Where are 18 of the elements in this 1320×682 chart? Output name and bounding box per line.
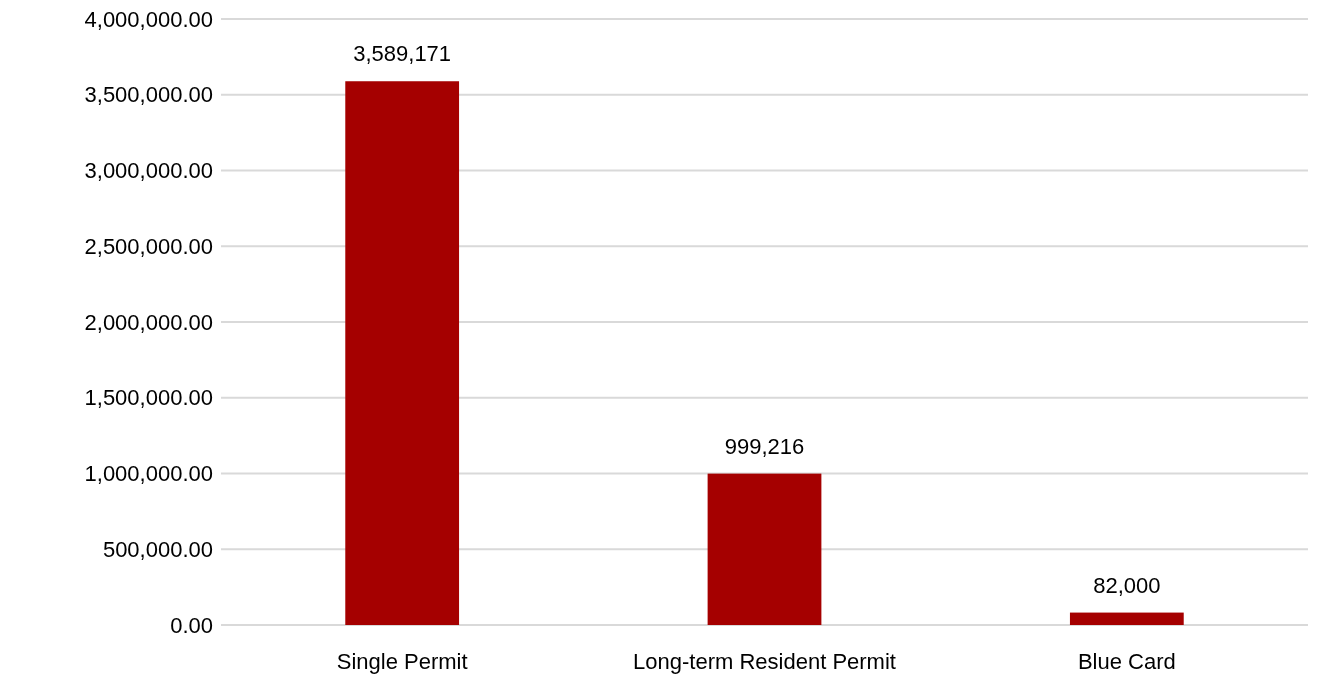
y-tick-label: 2,500,000.00 — [84, 233, 213, 259]
y-tick-label: 3,000,000.00 — [84, 158, 213, 184]
bar — [707, 473, 822, 625]
y-tick-label: 4,000,000.00 — [84, 6, 213, 32]
data-label: 82,000 — [1093, 572, 1161, 598]
y-tick-label: 0.00 — [170, 612, 213, 638]
y-tick-label: 1,500,000.00 — [84, 385, 213, 411]
x-tick-label: Blue Card — [1077, 648, 1176, 674]
bar — [345, 81, 460, 625]
x-tick-label: Single Permit — [336, 648, 468, 674]
data-label: 999,216 — [724, 433, 805, 459]
y-tick-label: 2,000,000.00 — [84, 309, 213, 335]
bar — [1069, 612, 1184, 625]
data-label: 3,589,171 — [353, 41, 452, 67]
x-tick-label: Long-term Resident Permit — [633, 648, 896, 674]
y-tick-label: 1,000,000.00 — [84, 461, 213, 487]
y-tick-label: 3,500,000.00 — [84, 82, 213, 108]
y-tick-label: 500,000.00 — [102, 536, 213, 562]
